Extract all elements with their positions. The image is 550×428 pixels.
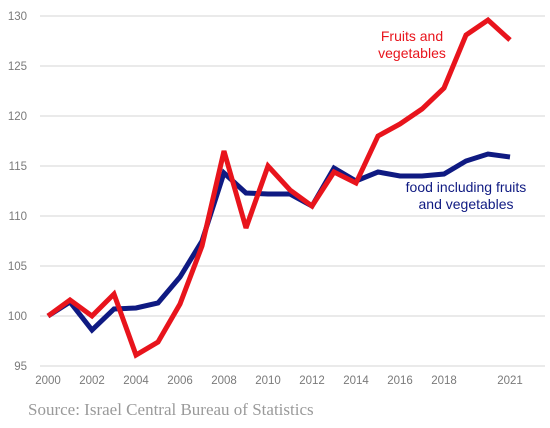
y-tick-label: 120 — [8, 111, 27, 123]
y-tick-label: 115 — [9, 161, 27, 173]
y-axis-ticks: 95 100 105 110 115 120 125 130 — [8, 11, 27, 373]
series-label-fruits: Fruits and vegetables — [378, 28, 446, 61]
series-label-food: food including fruits and vegetables — [406, 179, 527, 212]
y-tick-label: 110 — [9, 211, 27, 223]
line-chart: 95 100 105 110 115 120 125 130 2000 2002 2004 2006… — [8, 11, 545, 387]
x-tick-label: 2002 — [79, 375, 105, 387]
y-tick-label: 95 — [14, 361, 27, 373]
x-tick-label: 2006 — [167, 375, 193, 387]
series-labels: Fruits and vegetables food including fruit… — [378, 28, 526, 212]
x-tick-label: 2016 — [387, 375, 413, 387]
y-tick-label: 100 — [8, 311, 27, 323]
y-tick-label: 125 — [8, 61, 27, 73]
x-tick-label: 2004 — [123, 375, 149, 387]
y-tick-label: 105 — [8, 261, 27, 273]
y-tick-label: 130 — [8, 11, 27, 23]
source-note: Source: Israel Central Bureau of Statist… — [28, 400, 314, 419]
x-tick-label: 2014 — [343, 375, 369, 387]
x-tick-label: 2021 — [497, 375, 523, 387]
series-line-fruits — [46, 16, 512, 359]
x-axis-ticks: 2000 2002 2004 2006 2008 2010 2012 2014 2016 2018… — [35, 375, 523, 387]
x-tick-label: 2012 — [299, 375, 325, 387]
x-tick-label: 2010 — [255, 375, 281, 387]
x-tick-label: 2000 — [35, 375, 61, 387]
series-lines — [46, 16, 512, 359]
x-tick-label: 2018 — [431, 375, 457, 387]
series-line-food — [46, 151, 511, 334]
x-tick-label: 2008 — [211, 375, 237, 387]
